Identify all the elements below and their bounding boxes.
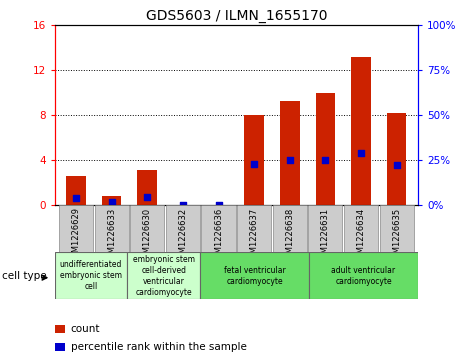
Text: GSM1226629: GSM1226629 [72, 207, 80, 264]
Point [250, 161, 258, 167]
Bar [308, 205, 342, 252]
Bar [244, 115, 264, 205]
Bar [387, 113, 407, 205]
Text: embryonic stem
cell-derived
ventricular
cardiomyocyte: embryonic stem cell-derived ventricular … [133, 255, 195, 297]
Bar [102, 196, 122, 205]
Bar [55, 252, 127, 299]
Bar [95, 205, 129, 252]
Bar [201, 205, 236, 252]
Point [72, 195, 80, 201]
Bar [59, 205, 93, 252]
Point [143, 194, 151, 200]
Point [108, 199, 115, 204]
Point [215, 202, 222, 208]
Bar [309, 252, 418, 299]
Bar [66, 176, 86, 205]
Bar [280, 101, 300, 205]
Bar [137, 170, 157, 205]
Text: GSM1226637: GSM1226637 [250, 207, 258, 264]
Bar [273, 205, 307, 252]
Point [357, 151, 365, 156]
Text: GSM1226633: GSM1226633 [107, 207, 116, 264]
Text: GSM1226638: GSM1226638 [285, 207, 294, 264]
Point [322, 157, 329, 163]
Bar [237, 205, 271, 252]
Bar [380, 205, 414, 252]
Text: fetal ventricular
cardiomyocyte: fetal ventricular cardiomyocyte [224, 266, 285, 286]
Text: GSM1226631: GSM1226631 [321, 207, 330, 264]
Title: GDS5603 / ILMN_1655170: GDS5603 / ILMN_1655170 [145, 9, 327, 23]
Text: GSM1226636: GSM1226636 [214, 207, 223, 264]
Text: cell type: cell type [2, 271, 47, 281]
Bar [130, 205, 164, 252]
Text: count: count [71, 323, 100, 334]
Text: undifferentiated
embryonic stem
cell: undifferentiated embryonic stem cell [60, 260, 122, 291]
Point [286, 157, 294, 163]
Text: GSM1226632: GSM1226632 [179, 207, 187, 264]
Text: GSM1226634: GSM1226634 [357, 207, 365, 264]
Point [393, 162, 400, 168]
Bar [344, 205, 378, 252]
Bar [200, 252, 309, 299]
Text: percentile rank within the sample: percentile rank within the sample [71, 342, 247, 352]
Bar [315, 93, 335, 205]
Bar [127, 252, 200, 299]
Text: adult ventricular
cardiomyocyte: adult ventricular cardiomyocyte [332, 266, 396, 286]
Text: GSM1226635: GSM1226635 [392, 207, 401, 264]
Bar [351, 57, 371, 205]
Bar [166, 205, 200, 252]
Text: GSM1226630: GSM1226630 [143, 207, 152, 264]
Point [179, 202, 187, 208]
